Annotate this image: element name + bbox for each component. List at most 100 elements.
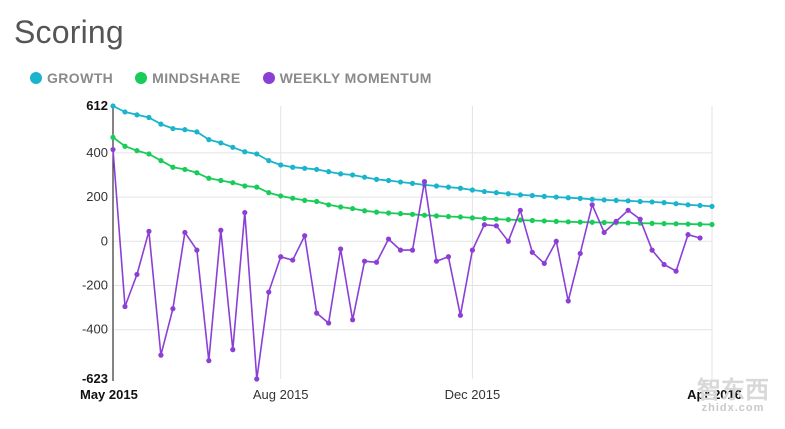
data-point-mindshare[interactable] <box>649 220 655 226</box>
data-point-growth[interactable] <box>625 198 631 204</box>
data-point-mindshare[interactable] <box>457 214 464 220</box>
data-point-growth[interactable] <box>254 151 260 157</box>
data-point-weekly-momentum[interactable] <box>565 298 571 304</box>
data-point-growth[interactable] <box>637 198 643 205</box>
data-point-mindshare[interactable] <box>505 217 511 223</box>
data-point-mindshare[interactable] <box>709 221 715 228</box>
data-point-growth[interactable] <box>505 191 511 197</box>
data-point-mindshare[interactable] <box>661 221 667 227</box>
data-point-mindshare[interactable] <box>385 210 392 216</box>
data-point-growth[interactable] <box>326 169 332 175</box>
data-point-weekly-momentum[interactable] <box>505 238 511 244</box>
data-point-mindshare[interactable] <box>218 177 224 184</box>
data-point-weekly-momentum[interactable] <box>170 306 176 312</box>
data-point-growth[interactable] <box>158 121 164 127</box>
data-point-mindshare[interactable] <box>206 175 212 181</box>
data-point-growth[interactable] <box>697 202 703 209</box>
data-point-mindshare[interactable] <box>314 198 320 205</box>
data-point-weekly-momentum[interactable] <box>697 235 703 241</box>
data-point-growth[interactable] <box>577 195 583 201</box>
data-point-mindshare[interactable] <box>433 213 440 219</box>
data-point-growth[interactable] <box>613 197 619 203</box>
data-point-mindshare[interactable] <box>302 197 308 203</box>
data-point-weekly-momentum[interactable] <box>302 233 308 239</box>
data-point-growth[interactable] <box>266 158 272 164</box>
data-point-mindshare[interactable] <box>373 209 380 215</box>
data-point-weekly-momentum[interactable] <box>517 207 523 213</box>
data-point-growth[interactable] <box>433 183 440 189</box>
data-point-weekly-momentum[interactable] <box>278 254 284 260</box>
data-point-weekly-momentum[interactable] <box>613 218 619 224</box>
data-point-growth[interactable] <box>481 188 487 195</box>
data-point-growth[interactable] <box>709 203 715 209</box>
data-point-growth[interactable] <box>338 171 344 177</box>
data-point-mindshare[interactable] <box>541 218 547 224</box>
data-point-growth[interactable] <box>673 201 679 207</box>
data-point-weekly-momentum[interactable] <box>146 228 152 234</box>
data-point-growth[interactable] <box>278 162 284 168</box>
data-point-weekly-momentum[interactable] <box>673 268 679 274</box>
data-point-growth[interactable] <box>361 174 368 180</box>
data-point-weekly-momentum[interactable] <box>433 258 440 264</box>
data-point-weekly-momentum[interactable] <box>266 289 272 295</box>
legend-item-weekly-momentum[interactable]: WEEKLY MOMENTUM <box>262 70 432 86</box>
data-point-growth[interactable] <box>290 164 296 170</box>
data-point-mindshare[interactable] <box>697 221 703 227</box>
data-point-mindshare[interactable] <box>397 211 404 217</box>
data-point-mindshare[interactable] <box>254 184 260 190</box>
data-point-growth[interactable] <box>397 179 404 185</box>
data-point-mindshare[interactable] <box>553 218 559 224</box>
data-point-weekly-momentum[interactable] <box>457 312 464 318</box>
data-point-growth[interactable] <box>457 185 464 191</box>
data-point-growth[interactable] <box>134 112 140 118</box>
data-point-weekly-momentum[interactable] <box>397 247 404 253</box>
data-point-mindshare[interactable] <box>469 215 475 221</box>
data-point-growth[interactable] <box>589 196 595 202</box>
data-point-growth[interactable] <box>314 166 320 173</box>
data-point-weekly-momentum[interactable] <box>625 207 631 213</box>
data-point-weekly-momentum[interactable] <box>409 247 416 253</box>
data-point-weekly-momentum[interactable] <box>206 358 212 364</box>
data-point-weekly-momentum[interactable] <box>685 232 691 238</box>
data-point-mindshare[interactable] <box>625 220 631 226</box>
data-point-mindshare[interactable] <box>673 221 679 227</box>
data-point-mindshare[interactable] <box>421 212 428 218</box>
data-point-growth[interactable] <box>517 192 523 198</box>
data-point-growth[interactable] <box>541 193 547 200</box>
data-point-growth[interactable] <box>110 103 116 109</box>
data-point-weekly-momentum[interactable] <box>445 254 452 260</box>
data-point-mindshare[interactable] <box>194 170 200 176</box>
data-point-growth[interactable] <box>194 129 200 135</box>
data-point-growth[interactable] <box>182 127 188 133</box>
data-point-weekly-momentum[interactable] <box>373 259 380 265</box>
data-point-mindshare[interactable] <box>326 202 332 208</box>
data-point-weekly-momentum[interactable] <box>182 229 188 236</box>
data-point-growth[interactable] <box>302 165 308 171</box>
data-point-mindshare[interactable] <box>290 195 296 201</box>
data-point-weekly-momentum[interactable] <box>338 246 344 252</box>
data-point-weekly-momentum[interactable] <box>637 216 643 222</box>
data-point-mindshare[interactable] <box>481 215 487 222</box>
data-point-weekly-momentum[interactable] <box>314 310 320 316</box>
data-point-growth[interactable] <box>409 180 416 186</box>
data-point-weekly-momentum[interactable] <box>577 250 583 257</box>
data-point-weekly-momentum[interactable] <box>110 146 116 153</box>
data-point-growth[interactable] <box>469 187 475 193</box>
data-point-mindshare[interactable] <box>266 190 272 196</box>
legend-item-growth[interactable]: GROWTH <box>30 70 113 86</box>
data-point-mindshare[interactable] <box>493 216 499 222</box>
data-point-growth[interactable] <box>661 200 667 206</box>
data-point-weekly-momentum[interactable] <box>601 229 607 236</box>
data-point-mindshare[interactable] <box>350 205 356 212</box>
data-point-weekly-momentum[interactable] <box>469 247 475 253</box>
data-point-weekly-momentum[interactable] <box>385 236 392 242</box>
data-point-weekly-momentum[interactable] <box>661 261 667 268</box>
data-point-mindshare[interactable] <box>338 204 344 210</box>
data-point-mindshare[interactable] <box>158 158 164 164</box>
data-point-growth[interactable] <box>529 192 535 199</box>
data-point-mindshare[interactable] <box>409 211 416 217</box>
data-point-weekly-momentum[interactable] <box>589 202 595 208</box>
data-point-mindshare[interactable] <box>110 134 116 140</box>
data-point-mindshare[interactable] <box>182 166 188 173</box>
data-point-growth[interactable] <box>170 125 176 132</box>
